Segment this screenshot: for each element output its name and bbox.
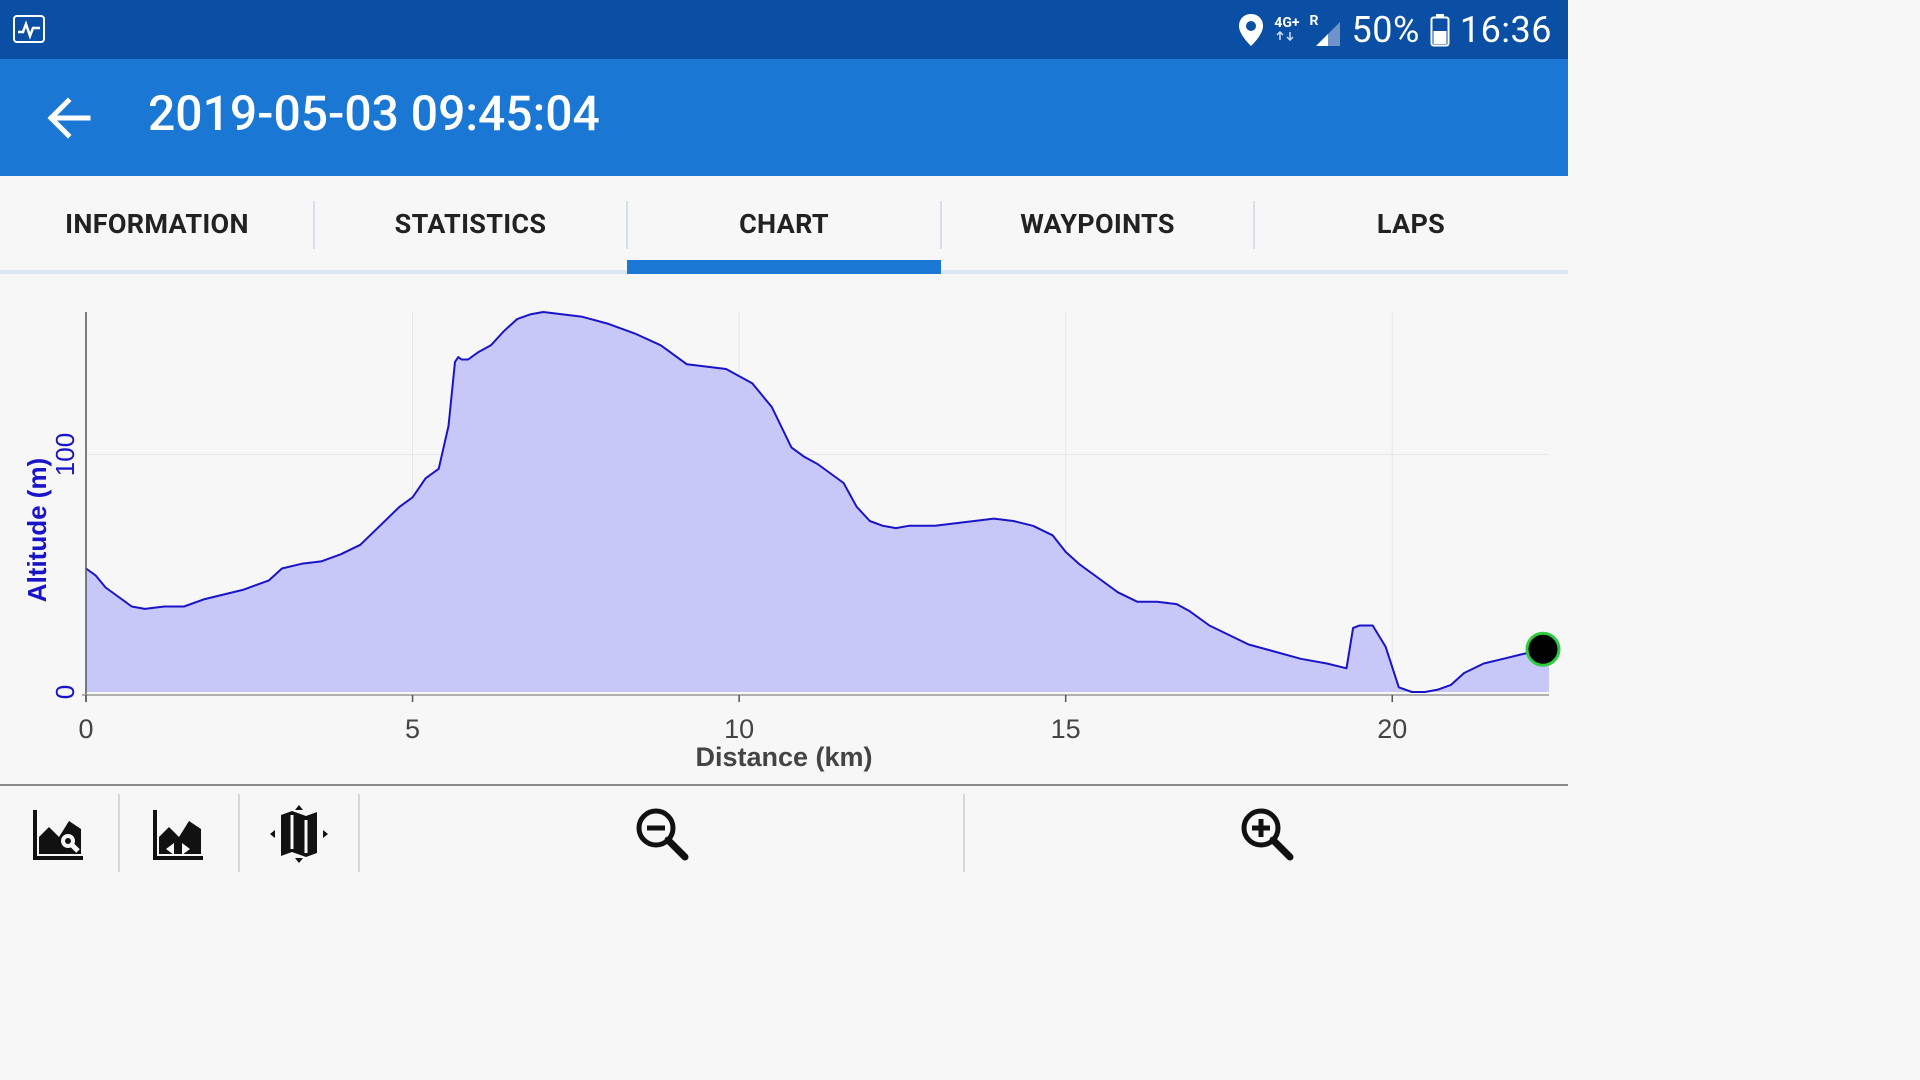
chart-canvas[interactable]: 0 5 10 15 20 0 100 Distance (km) Altitude (m) xyxy=(0,274,1568,784)
chart-mode-button[interactable] xyxy=(120,786,238,882)
tab-statistics[interactable]: STATISTICS xyxy=(394,208,547,240)
altitude-series-line xyxy=(85,311,1550,693)
tab-chart[interactable]: CHART xyxy=(739,208,829,240)
x-tick-label: 10 xyxy=(724,714,754,744)
tab-bar: INFORMATION STATISTICS CHART WAYPOINTS L… xyxy=(0,176,1568,274)
area-chart-mode-icon xyxy=(153,810,203,860)
bottom-bar-divider xyxy=(0,784,1568,786)
y-axis-label: Altitude (m) xyxy=(22,458,52,602)
toolbar-separator xyxy=(238,794,240,872)
tab-separator xyxy=(1253,201,1255,249)
y-tick-label: 0 xyxy=(50,685,80,699)
x-axis-label: Distance (km) xyxy=(695,742,872,772)
toolbar-separator xyxy=(963,794,965,872)
map-view-button[interactable] xyxy=(240,786,358,882)
location-pin-icon xyxy=(1239,14,1264,46)
chart-settings-button[interactable] xyxy=(0,786,118,882)
altitude-area-fill xyxy=(86,312,1549,692)
clock: 16:36 xyxy=(1459,9,1552,51)
tab-separator xyxy=(313,201,315,249)
zoom-in-button[interactable] xyxy=(965,786,1568,882)
app-bar: 2019-05-03 09:45:04 xyxy=(0,59,1568,176)
chart-axes xyxy=(82,312,1549,702)
network-type-indicator: 4G+ xyxy=(1274,16,1300,44)
tab-separator xyxy=(626,201,628,249)
current-position-marker xyxy=(1525,631,1561,667)
activity-monitor-icon xyxy=(13,15,45,43)
page-title: 2019-05-03 09:45:04 xyxy=(148,85,600,142)
battery-percentage: 50% xyxy=(1351,9,1420,51)
x-tick-label: 0 xyxy=(78,714,93,744)
x-tick-label: 20 xyxy=(1377,714,1407,744)
tab-waypoints[interactable]: WAYPOINTS xyxy=(1020,208,1175,240)
altitude-chart[interactable]: 0 5 10 15 20 0 100 Distance (km) Altitude (m) xyxy=(0,274,1568,784)
active-tab-indicator xyxy=(627,260,941,274)
x-tick-label: 5 xyxy=(405,714,420,744)
tab-information[interactable]: INFORMATION xyxy=(65,208,249,240)
chart-toolbar xyxy=(0,786,1568,882)
status-bar: 4G+ R 50% 16:36 xyxy=(0,0,1568,59)
chart-settings-icon xyxy=(33,810,83,860)
toolbar-separator xyxy=(118,794,120,872)
back-arrow-icon[interactable] xyxy=(40,89,98,147)
data-arrows-icon xyxy=(1276,30,1294,42)
zoom-out-button[interactable] xyxy=(360,786,963,882)
tab-laps[interactable]: LAPS xyxy=(1376,208,1446,240)
map-icon xyxy=(270,805,328,863)
y-tick-label: 100 xyxy=(50,433,80,476)
chart-tick-labels: 0 5 10 15 20 0 100 xyxy=(50,433,1407,744)
zoom-out-icon xyxy=(636,808,688,861)
tab-separator xyxy=(940,201,942,249)
zoom-in-icon xyxy=(1241,808,1293,861)
signal-strength-indicator: R xyxy=(1310,13,1342,47)
x-tick-label: 15 xyxy=(1051,714,1081,744)
signal-bars-icon xyxy=(1315,22,1340,46)
battery-icon xyxy=(1430,14,1450,47)
toolbar-separator xyxy=(358,794,360,872)
